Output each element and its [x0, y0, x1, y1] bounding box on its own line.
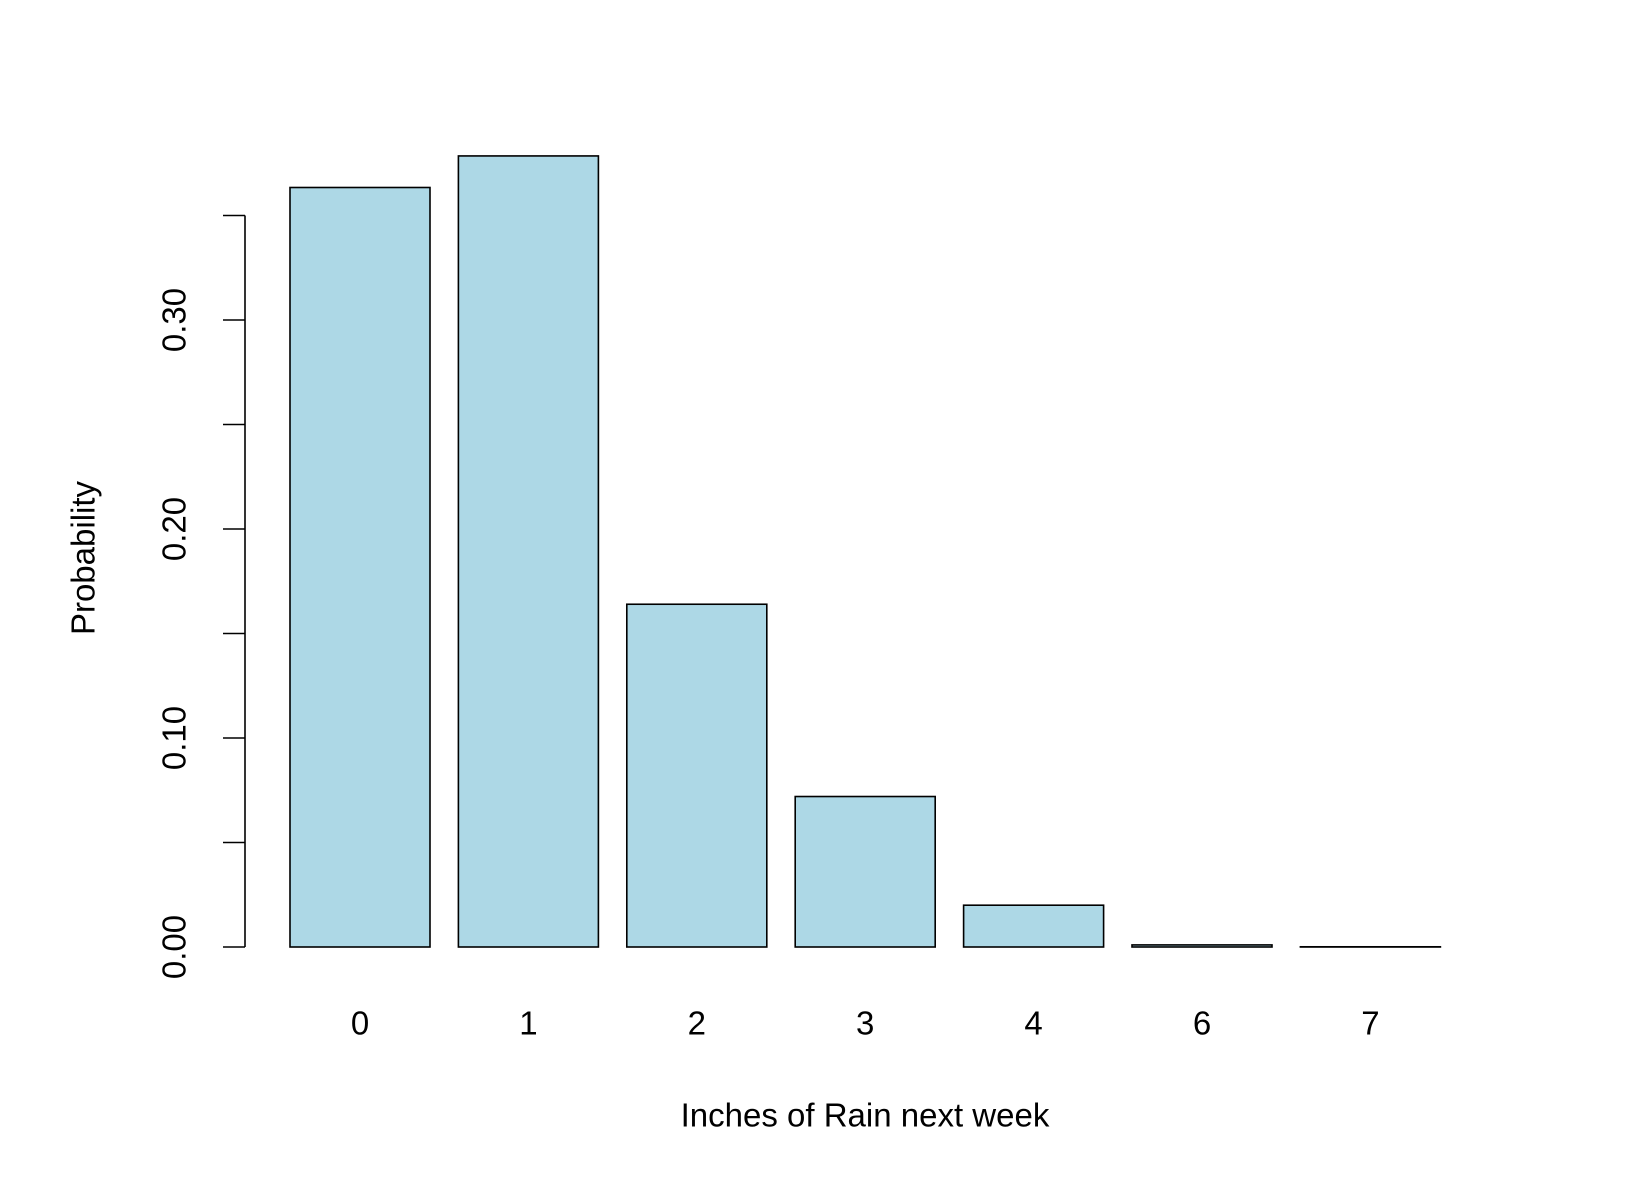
x-tick-label: 3	[856, 1005, 874, 1042]
x-tick-label: 4	[1024, 1005, 1042, 1042]
x-tick-label: 2	[688, 1005, 706, 1042]
y-tick-label: 0.20	[156, 497, 193, 561]
x-tick-label: 1	[519, 1005, 537, 1042]
x-tick-label: 6	[1193, 1005, 1211, 1042]
bar	[962, 904, 1105, 948]
y-axis-title: Probability	[65, 480, 102, 635]
bar	[457, 155, 600, 948]
y-tick-label: 0.10	[156, 706, 193, 770]
bar	[1131, 944, 1273, 948]
bar	[794, 795, 937, 948]
bar	[289, 186, 431, 948]
bar	[625, 603, 768, 948]
x-tick-label: 7	[1361, 1005, 1379, 1042]
y-tick-label: 0.30	[156, 288, 193, 352]
y-tick-label: 0.00	[156, 915, 193, 979]
x-axis-title: Inches of Rain next week	[681, 1097, 1050, 1134]
x-tick-label: 0	[351, 1005, 369, 1042]
